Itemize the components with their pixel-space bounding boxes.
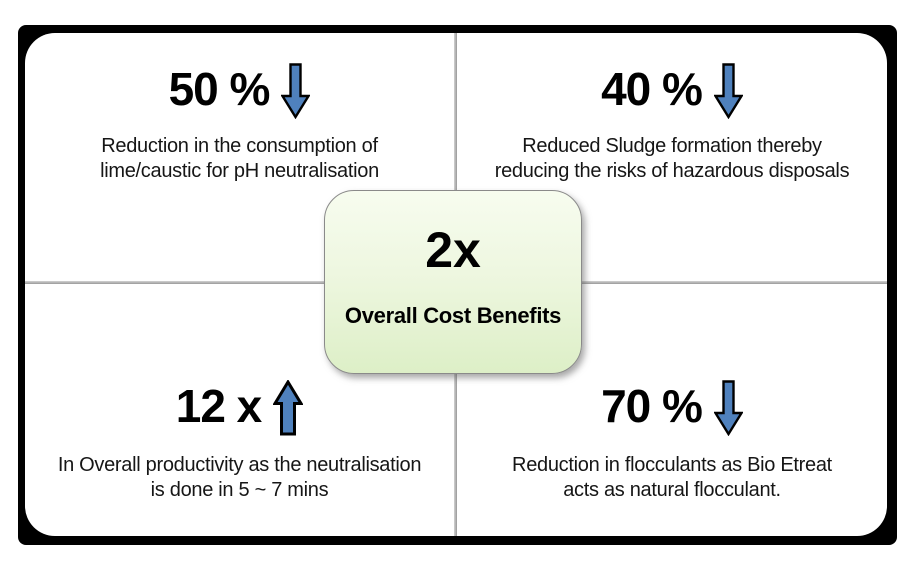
metric-value: 40 % xyxy=(601,63,703,115)
description-line-2: lime/caustic for pH neutralisation xyxy=(100,159,379,182)
description-line-1: Reduction in flocculants as Bio Etreat xyxy=(512,454,832,476)
center-benefit-box: 2x Overall Cost Benefits xyxy=(324,190,582,374)
description-line-1: Reduction in the consumption of xyxy=(101,135,378,157)
description-line-2: acts as natural flocculant. xyxy=(563,478,781,501)
quadrant-top-left: 50 % Reduction in the consumption of lim… xyxy=(25,33,454,307)
metric-headline: 40 % xyxy=(601,59,743,119)
metric-headline: 50 % xyxy=(169,59,311,119)
arrow-down-icon xyxy=(713,376,743,436)
metric-value: 70 % xyxy=(601,380,703,432)
description-line-2: is done in 5 ~ 7 mins xyxy=(150,478,329,501)
frame-inner: 50 % Reduction in the consumption of lim… xyxy=(25,33,887,536)
quadrant-bottom-left: 12 x In Overall productivity as the neut… xyxy=(25,284,454,536)
arrow-down-icon xyxy=(281,59,311,119)
metric-description: Reduced Sludge formation thereby reducin… xyxy=(495,134,850,184)
quadrant-top-right: 40 % Reduced Sludge formation thereby re… xyxy=(457,33,887,307)
description-line-1: In Overall productivity as the neutralis… xyxy=(57,454,422,476)
metric-description: In Overall productivity as the neutralis… xyxy=(57,453,422,503)
description-line-1: Reduced Sludge formation thereby xyxy=(522,135,822,157)
outer-frame: 50 % Reduction in the consumption of lim… xyxy=(18,25,897,545)
arrow-down-icon xyxy=(713,59,743,119)
metric-headline: 70 % xyxy=(601,376,743,436)
metric-headline: 12 x xyxy=(176,376,304,436)
description-line-2: reducing the risks of hazardous disposal… xyxy=(494,159,850,182)
quadrant-bottom-right: 70 % Reduction in flocculants as Bio Etr… xyxy=(457,284,887,536)
center-label: Overall Cost Benefits xyxy=(344,303,562,328)
center-value: 2x xyxy=(425,222,481,278)
arrow-up-icon xyxy=(273,376,304,436)
metric-value: 50 % xyxy=(168,63,271,115)
metric-description: Reduction in the consumption of lime/cau… xyxy=(100,134,379,184)
metric-value: 12 x xyxy=(175,380,263,432)
metric-description: Reduction in flocculants as Bio Etreat a… xyxy=(512,453,832,503)
